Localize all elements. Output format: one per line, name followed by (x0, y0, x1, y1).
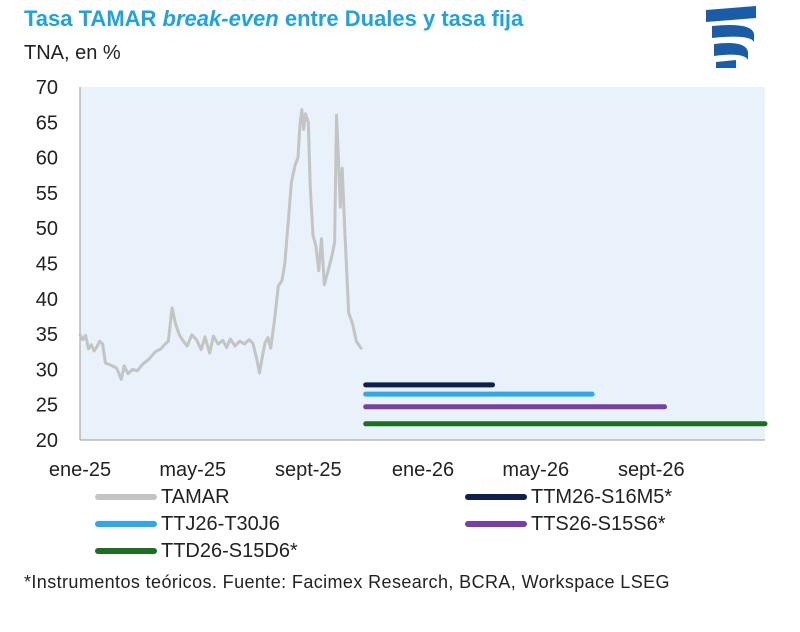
y-tick-label: 20 (36, 430, 58, 452)
x-tick-label: ene-25 (49, 459, 111, 481)
y-tick-label: 40 (36, 289, 58, 311)
title-text-italic: break-even (162, 6, 279, 31)
y-tick-label: 55 (36, 183, 58, 205)
x-tick-label: sept-26 (618, 459, 685, 481)
x-tick-label: may-25 (159, 459, 226, 481)
legend-item: TTS26-S15S6* (465, 512, 666, 536)
legend-swatch (95, 494, 157, 500)
x-tick-label: may-26 (502, 459, 569, 481)
legend-swatch (465, 521, 527, 527)
y-tick-label: 45 (36, 254, 58, 276)
series-line-tamar (78, 108, 363, 381)
legend-swatch (465, 494, 527, 500)
title-text-start: Tasa TAMAR (24, 6, 163, 31)
y-tick-label: 65 (36, 112, 58, 134)
legend-label: TTJ26-T30J6 (161, 512, 280, 535)
legend-item: TTM26-S16M5* (465, 485, 672, 509)
legend-label: TTM26-S16M5* (531, 485, 673, 508)
chart-title: Tasa TAMAR break-even entre Duales y tas… (24, 6, 523, 32)
legend-item: TTD26-S15D6* (95, 539, 298, 563)
y-tick-label: 35 (36, 324, 58, 346)
legend-label: TAMAR (161, 485, 230, 508)
footnote: *Instrumentos teóricos. Fuente: Facimex … (24, 572, 670, 592)
legend-item: TTJ26-T30J6 (95, 512, 280, 536)
legend-swatch (95, 548, 157, 554)
legend-label: TTS26-S15S6* (531, 512, 666, 535)
title-text-end: entre Duales y tasa fija (278, 6, 524, 31)
y-tick-label: 50 (36, 218, 58, 240)
y-tick-label: 60 (36, 148, 58, 170)
y-tick-label: 25 (36, 395, 58, 417)
y-tick-label: 30 (36, 359, 58, 381)
facimex-logo-icon (706, 6, 756, 68)
legend-label: TTD26-S15D6* (161, 539, 298, 562)
chart-area: 20 25 30 35 40 45 50 55 60 65 70 ene-25 may-25 sept-… (36, 77, 768, 481)
x-tick-label: ene-26 (392, 459, 454, 481)
plot-background (80, 87, 765, 440)
chart-subtitle: TNA, en % (24, 42, 121, 64)
y-tick-label: 70 (36, 77, 58, 99)
x-tick-label: sept-25 (275, 459, 342, 481)
legend-item: TAMAR (95, 485, 230, 509)
legend-swatch (95, 521, 157, 527)
